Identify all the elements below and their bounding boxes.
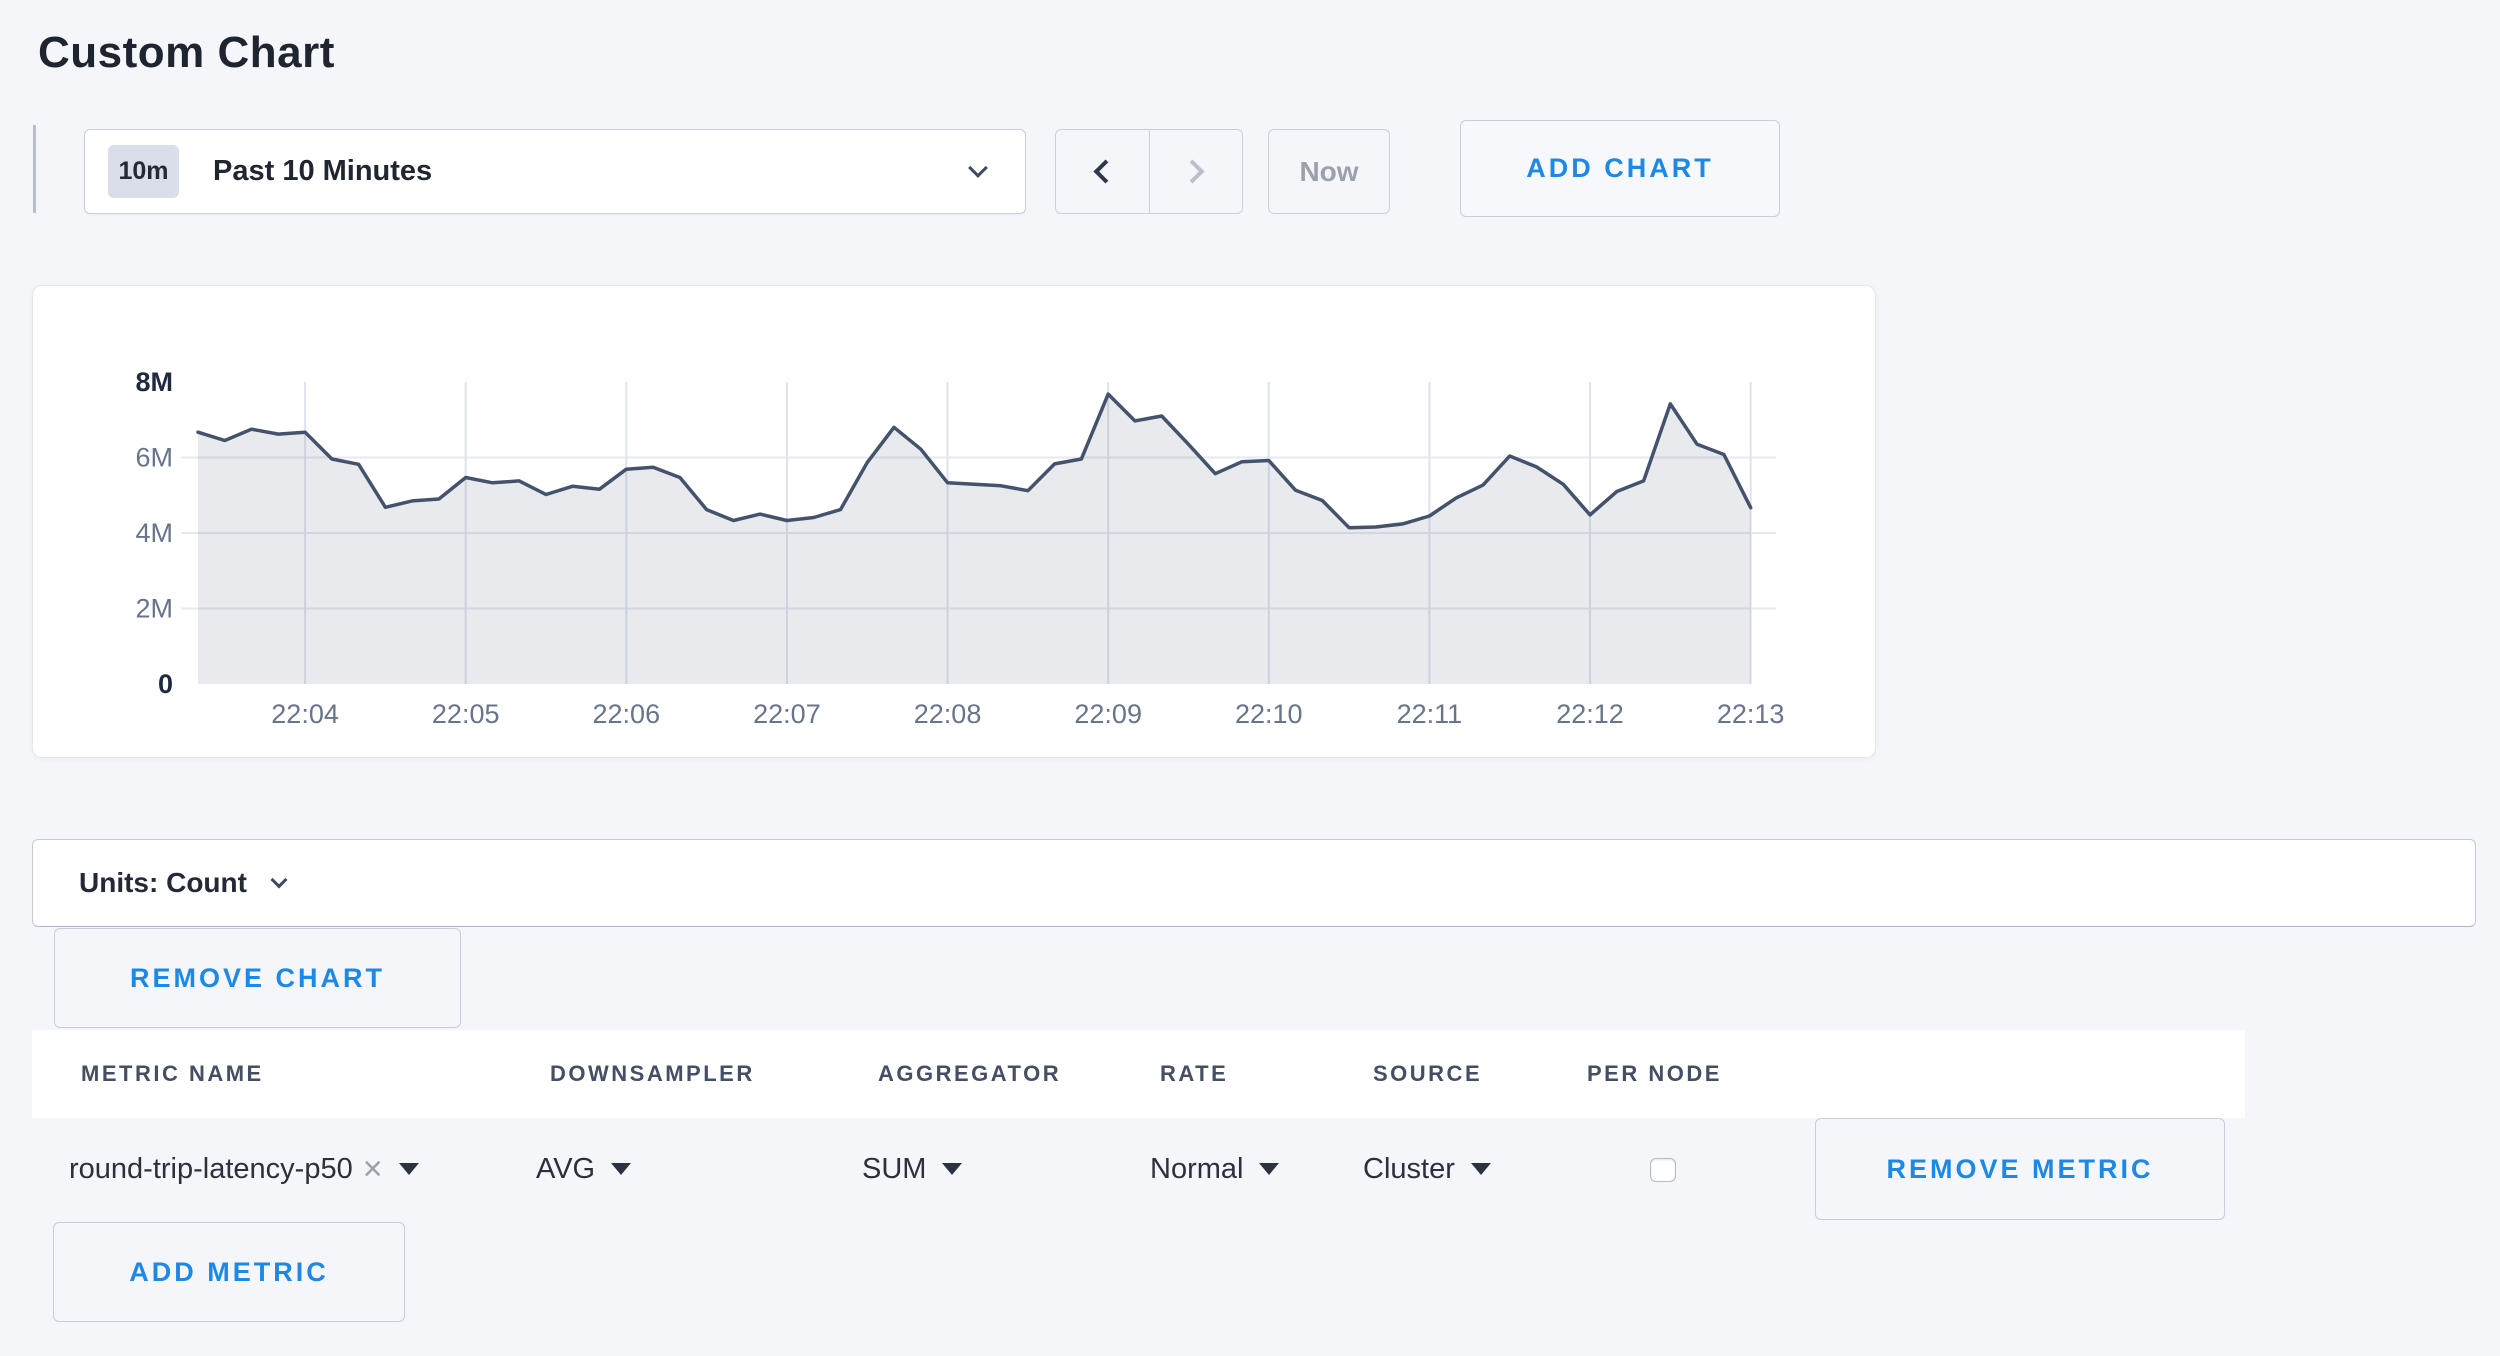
metrics-table-header: METRIC NAME DOWNSAMPLER AGGREGATOR RATE …: [32, 1030, 2245, 1118]
time-step-button-group: [1055, 129, 1243, 214]
time-range-label: Past 10 Minutes: [213, 155, 433, 187]
col-header-aggregator: AGGREGATOR: [878, 1061, 1062, 1086]
units-select[interactable]: Units: Count: [32, 839, 2476, 927]
y-tick-label: 0: [158, 669, 173, 699]
col-header-downsampler: DOWNSAMPLER: [550, 1061, 755, 1086]
time-range-select[interactable]: 10m Past 10 Minutes: [84, 129, 1026, 214]
chevron-down-icon: [270, 871, 288, 889]
rate-value: Normal: [1150, 1152, 1244, 1185]
metric-name-select[interactable]: round-trip-latency-p50 ×: [69, 1118, 419, 1220]
x-tick-label: 22:11: [1397, 699, 1463, 729]
caret-down-icon: [1470, 1163, 1491, 1175]
caret-down-icon: [398, 1163, 419, 1175]
x-tick-label: 22:10: [1235, 699, 1303, 729]
remove-chart-button[interactable]: REMOVE CHART: [54, 928, 461, 1028]
downsampler-select[interactable]: AVG: [536, 1118, 632, 1220]
x-tick-label: 22:08: [914, 699, 982, 729]
source-select[interactable]: Cluster: [1363, 1118, 1491, 1220]
per-node-checkbox[interactable]: [1650, 1158, 1676, 1182]
chevron-left-icon: [1093, 159, 1118, 184]
page-title: Custom Chart: [38, 28, 335, 77]
x-tick-label: 22:09: [1074, 699, 1142, 729]
now-button[interactable]: Now: [1268, 129, 1390, 214]
aggregator-value: SUM: [862, 1152, 927, 1185]
chart-card: 22:04 22:05 22:06 22:07 22:08 22:09 22:10 22:11…: [32, 285, 1876, 758]
add-chart-button[interactable]: ADD CHART: [1460, 120, 1780, 217]
col-header-source: SOURCE: [1373, 1061, 1483, 1086]
caret-down-icon: [1259, 1163, 1280, 1175]
units-label: Units: Count: [79, 867, 247, 898]
x-tick-label: 22:06: [593, 699, 661, 729]
downsampler-value: AVG: [536, 1152, 596, 1185]
x-tick-label: 22:12: [1556, 699, 1624, 729]
y-tick-label: 6M: [135, 443, 173, 473]
y-tick-label: 4M: [135, 518, 173, 548]
remove-metric-button[interactable]: REMOVE METRIC: [1815, 1118, 2225, 1220]
remove-tag-icon[interactable]: ×: [362, 1150, 383, 1188]
chevron-right-icon: [1180, 159, 1205, 184]
y-tick-label: 2M: [135, 594, 173, 624]
y-tick-label: 8M: [135, 367, 173, 397]
add-metric-button[interactable]: ADD METRIC: [53, 1222, 405, 1322]
aggregator-select[interactable]: SUM: [862, 1118, 963, 1220]
chevron-down-icon: [968, 158, 988, 178]
prev-interval-button[interactable]: [1056, 130, 1149, 213]
x-tick-label: 22:07: [753, 699, 821, 729]
caret-down-icon: [942, 1163, 963, 1175]
source-value: Cluster: [1363, 1152, 1455, 1185]
metric-name-value: round-trip-latency-p50: [69, 1152, 353, 1185]
col-header-rate: RATE: [1160, 1061, 1229, 1086]
toolbar-accent-divider: [33, 125, 36, 213]
rate-select[interactable]: Normal: [1150, 1118, 1280, 1220]
next-interval-button[interactable]: [1148, 130, 1243, 213]
caret-down-icon: [611, 1163, 632, 1175]
timeseries-area-chart: 22:04 22:05 22:06 22:07 22:08 22:09 22:10 22:11…: [135, 367, 1785, 729]
col-header-per-node: PER NODE: [1587, 1061, 1722, 1086]
metric-row: round-trip-latency-p50 × AVG SUM Normal …: [32, 1118, 2245, 1220]
time-range-badge: 10m: [108, 145, 179, 198]
chart-area-fill: [198, 394, 1751, 684]
chart-line: [196, 392, 1753, 530]
x-tick-label: 22:04: [271, 699, 339, 729]
x-tick-label: 22:05: [432, 699, 500, 729]
x-tick-label: 22:13: [1717, 699, 1785, 729]
col-header-metric-name: METRIC NAME: [81, 1061, 264, 1086]
